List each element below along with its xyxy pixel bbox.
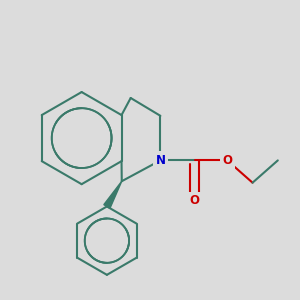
- Text: O: O: [222, 154, 232, 167]
- Text: O: O: [190, 194, 200, 207]
- Polygon shape: [104, 181, 122, 208]
- Text: N: N: [155, 154, 165, 167]
